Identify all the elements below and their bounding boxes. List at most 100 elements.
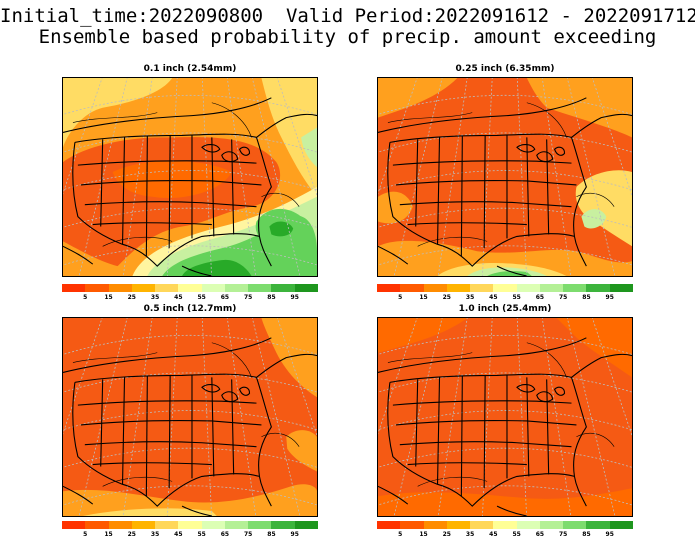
state-boundaries xyxy=(63,97,317,276)
colorbar-swatch xyxy=(586,284,610,292)
colorbar-0.1-inch: 5 15 25 35 45 55 65 75 85 95 xyxy=(62,284,318,308)
colorbar-swatch xyxy=(470,521,494,529)
colorbar-label: 65 xyxy=(220,531,230,538)
colorbar-label: 15 xyxy=(104,531,113,538)
colorbar-label: 25 xyxy=(127,294,136,301)
map-canvas xyxy=(63,318,317,516)
probability-map-0.5-inch xyxy=(62,317,318,517)
colorbar-label: 35 xyxy=(150,531,160,538)
probability-fill xyxy=(378,318,632,516)
colorbar-swatch xyxy=(539,284,564,292)
colorbar-0.5-inch: 5 15 25 35 45 55 65 75 85 95 xyxy=(62,521,318,545)
colorbar-label: 85 xyxy=(582,531,591,538)
colorbar-label: 45 xyxy=(489,531,498,538)
colorbar-swatch xyxy=(446,284,471,292)
colorbar-label: 55 xyxy=(197,531,206,538)
colorbar-swatches xyxy=(62,521,318,529)
header-title-line1: Initial_time:2022090800 Valid Period:202… xyxy=(0,5,695,27)
colorbar-label: 15 xyxy=(419,294,428,301)
colorbar-swatch xyxy=(85,521,109,529)
probability-region xyxy=(526,78,632,138)
probability-region xyxy=(581,209,607,229)
panel-title-1.0-inch: 1.0 inch (25.4mm) xyxy=(458,304,552,314)
colorbar-swatch xyxy=(563,284,587,292)
colorbar-swatches xyxy=(62,284,318,292)
colorbar-label: 85 xyxy=(267,531,276,538)
probability-region xyxy=(378,78,632,276)
probability-region xyxy=(112,160,232,199)
probability-contours xyxy=(387,102,615,247)
colorbar-swatch xyxy=(294,521,318,529)
colorbar-swatch xyxy=(108,284,132,292)
colorbar-label: 15 xyxy=(419,531,428,538)
colorbar-label: 95 xyxy=(290,531,299,538)
colorbar-swatch xyxy=(400,284,424,292)
probability-region xyxy=(269,221,294,237)
colorbar-swatch xyxy=(423,284,447,292)
colorbar-swatch xyxy=(85,284,109,292)
colorbar-swatch xyxy=(609,521,633,529)
colorbar-swatch xyxy=(155,284,179,292)
colorbar-swatch xyxy=(224,284,249,292)
probability-map-0.1-inch xyxy=(62,77,318,277)
panel-title-0.25-inch: 0.25 inch (6.35mm) xyxy=(455,64,555,74)
colorbar-label: 55 xyxy=(512,294,521,301)
colorbar-swatch xyxy=(201,521,225,529)
colorbar-swatch xyxy=(516,284,540,292)
colorbar-swatch xyxy=(377,284,401,292)
colorbar-label: 15 xyxy=(104,294,113,301)
colorbar-label: 95 xyxy=(290,294,299,301)
map-canvas xyxy=(378,78,632,276)
probability-region xyxy=(63,484,317,516)
colorbar-swatch xyxy=(493,284,517,292)
colorbar-swatch xyxy=(563,521,587,529)
colorbar-swatch xyxy=(224,521,249,529)
map-canvas xyxy=(63,78,317,276)
colorbar-label: 45 xyxy=(174,294,183,301)
colorbar-label: 35 xyxy=(465,294,475,301)
colorbar-label: 75 xyxy=(558,531,568,538)
colorbar-label: 55 xyxy=(512,531,521,538)
colorbar-label: 25 xyxy=(127,531,136,538)
state-boundaries xyxy=(63,337,317,516)
probability-region xyxy=(182,259,252,276)
colorbar-label: 65 xyxy=(535,531,545,538)
map-canvas xyxy=(378,318,632,516)
probability-map-0.25-inch xyxy=(377,77,633,277)
colorbar-swatch xyxy=(271,521,295,529)
colorbar-label: 35 xyxy=(150,294,160,301)
probability-region xyxy=(556,318,632,378)
colorbar-swatch xyxy=(131,521,156,529)
colorbar-swatch xyxy=(446,521,471,529)
colorbar-label: 85 xyxy=(267,294,276,301)
colorbar-label: 25 xyxy=(442,294,451,301)
probability-region xyxy=(378,191,413,224)
probability-fill xyxy=(63,318,317,516)
colorbar-swatch xyxy=(248,284,272,292)
colorbar-label: 45 xyxy=(489,294,498,301)
probability-region xyxy=(301,127,317,168)
probability-region xyxy=(261,78,317,197)
colorbar-swatch xyxy=(493,521,517,529)
colorbar-swatch xyxy=(178,521,202,529)
colorbar-label: 25 xyxy=(442,531,451,538)
colorbar-swatch xyxy=(271,284,295,292)
colorbar-label: 75 xyxy=(243,531,253,538)
colorbar-swatch xyxy=(609,284,633,292)
probability-map-1.0-inch xyxy=(377,317,633,517)
colorbar-swatch xyxy=(201,284,225,292)
colorbar-swatch xyxy=(377,521,401,529)
colorbar-label: 95 xyxy=(605,531,614,538)
colorbar-label: 5 xyxy=(398,531,403,538)
colorbar-label: 65 xyxy=(535,294,545,301)
colorbar-swatch xyxy=(423,521,447,529)
lat-lon-grid xyxy=(378,78,632,276)
colorbar-label: 5 xyxy=(83,531,88,538)
probability-fill xyxy=(378,78,632,276)
colorbar-label: 45 xyxy=(174,531,183,538)
colorbar-label: 65 xyxy=(220,294,230,301)
header-title-line2: Ensemble based probability of precip. am… xyxy=(38,26,657,48)
probability-contours xyxy=(72,342,300,487)
state-boundaries xyxy=(378,97,632,276)
colorbar-swatches xyxy=(377,284,633,292)
